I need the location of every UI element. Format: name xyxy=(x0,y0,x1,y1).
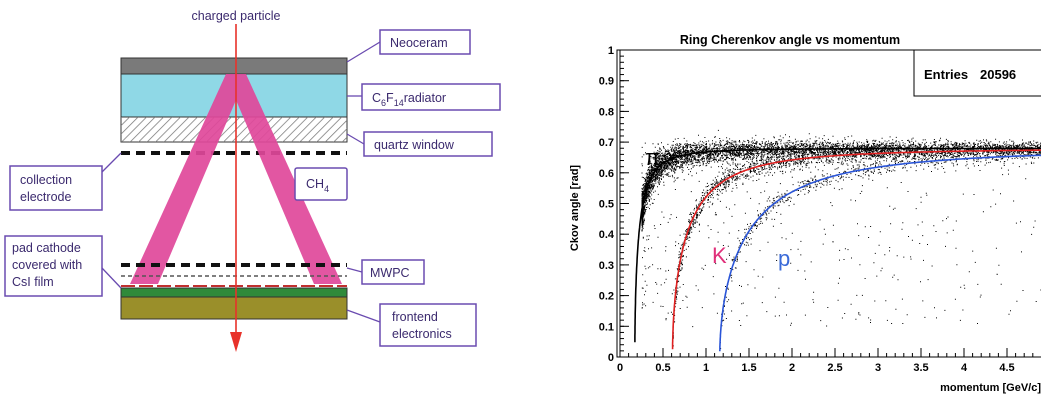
proton-label: p xyxy=(778,246,790,271)
x-tick-label: 4.5 xyxy=(999,362,1014,374)
y-tick-label: 0.4 xyxy=(599,229,615,241)
y-axis-title: Ckov angle [rad] xyxy=(569,165,581,252)
frontend-leader xyxy=(347,310,380,322)
frontend-label-line1: frontend xyxy=(392,310,438,324)
frontend-label-line2: electronics xyxy=(392,327,452,341)
collection-label-line2: electrode xyxy=(20,190,71,204)
mwpc-leader xyxy=(347,268,362,272)
particle-arrowhead xyxy=(230,332,242,352)
y-tick-label: 0.1 xyxy=(599,321,614,333)
charged-particle-label: charged particle xyxy=(192,9,281,23)
y-tick-label: 0.6 xyxy=(599,168,614,180)
frontend-electronics-layer xyxy=(121,297,347,319)
neoceram-leader xyxy=(347,42,380,62)
neoceram-layer xyxy=(121,58,347,74)
quartz-label: quartz window xyxy=(374,138,455,152)
mwpc-label: MWPC xyxy=(370,266,410,280)
kaon-label: K xyxy=(712,243,727,268)
x-tick-label: 3 xyxy=(875,362,881,374)
collection-label-line1: collection xyxy=(20,173,72,187)
pad-cathode-layer xyxy=(121,288,347,297)
pion-label: π xyxy=(645,145,660,170)
x-axis-title: momentum [GeV/c] xyxy=(940,382,1041,394)
pad-leader xyxy=(102,268,121,288)
y-tick-label: 0.8 xyxy=(599,106,614,118)
x-tick-label: 0.5 xyxy=(655,362,670,374)
y-tick-label: 1 xyxy=(608,45,614,57)
y-tick-label: 0.5 xyxy=(599,199,614,211)
x-tick-label: 2.5 xyxy=(827,362,842,374)
chart-title: Ring Cherenkov angle vs momentum xyxy=(680,33,900,47)
x-tick-label: 3.5 xyxy=(913,362,928,374)
x-tick-label: 4 xyxy=(961,362,968,374)
x-tick-label: 0 xyxy=(617,362,623,374)
x-tick-label: 2 xyxy=(789,362,795,374)
pad-label-line3: CsI film xyxy=(12,275,54,289)
quartz-hatch xyxy=(121,117,347,142)
y-tick-label: 0.3 xyxy=(599,260,614,272)
neoceram-label: Neoceram xyxy=(390,36,448,50)
y-tick-label: 0.7 xyxy=(599,137,614,149)
stats-value: 20596 xyxy=(980,67,1016,82)
collection-leader xyxy=(102,153,121,172)
stats-label: Entries xyxy=(924,67,968,82)
pad-label-line1: pad cathode xyxy=(12,241,81,255)
y-tick-label: 0.2 xyxy=(599,291,614,303)
x-tick-label: 1.5 xyxy=(741,362,756,374)
detector-diagram: charged particle Neoceram C6F14radiator … xyxy=(5,9,500,352)
pad-label-line2: covered with xyxy=(12,258,82,272)
y-tick-label: 0.9 xyxy=(599,76,614,88)
x-tick-label: 1 xyxy=(703,362,709,374)
y-tick-label: 0 xyxy=(608,352,614,364)
quartz-leader xyxy=(347,134,364,144)
